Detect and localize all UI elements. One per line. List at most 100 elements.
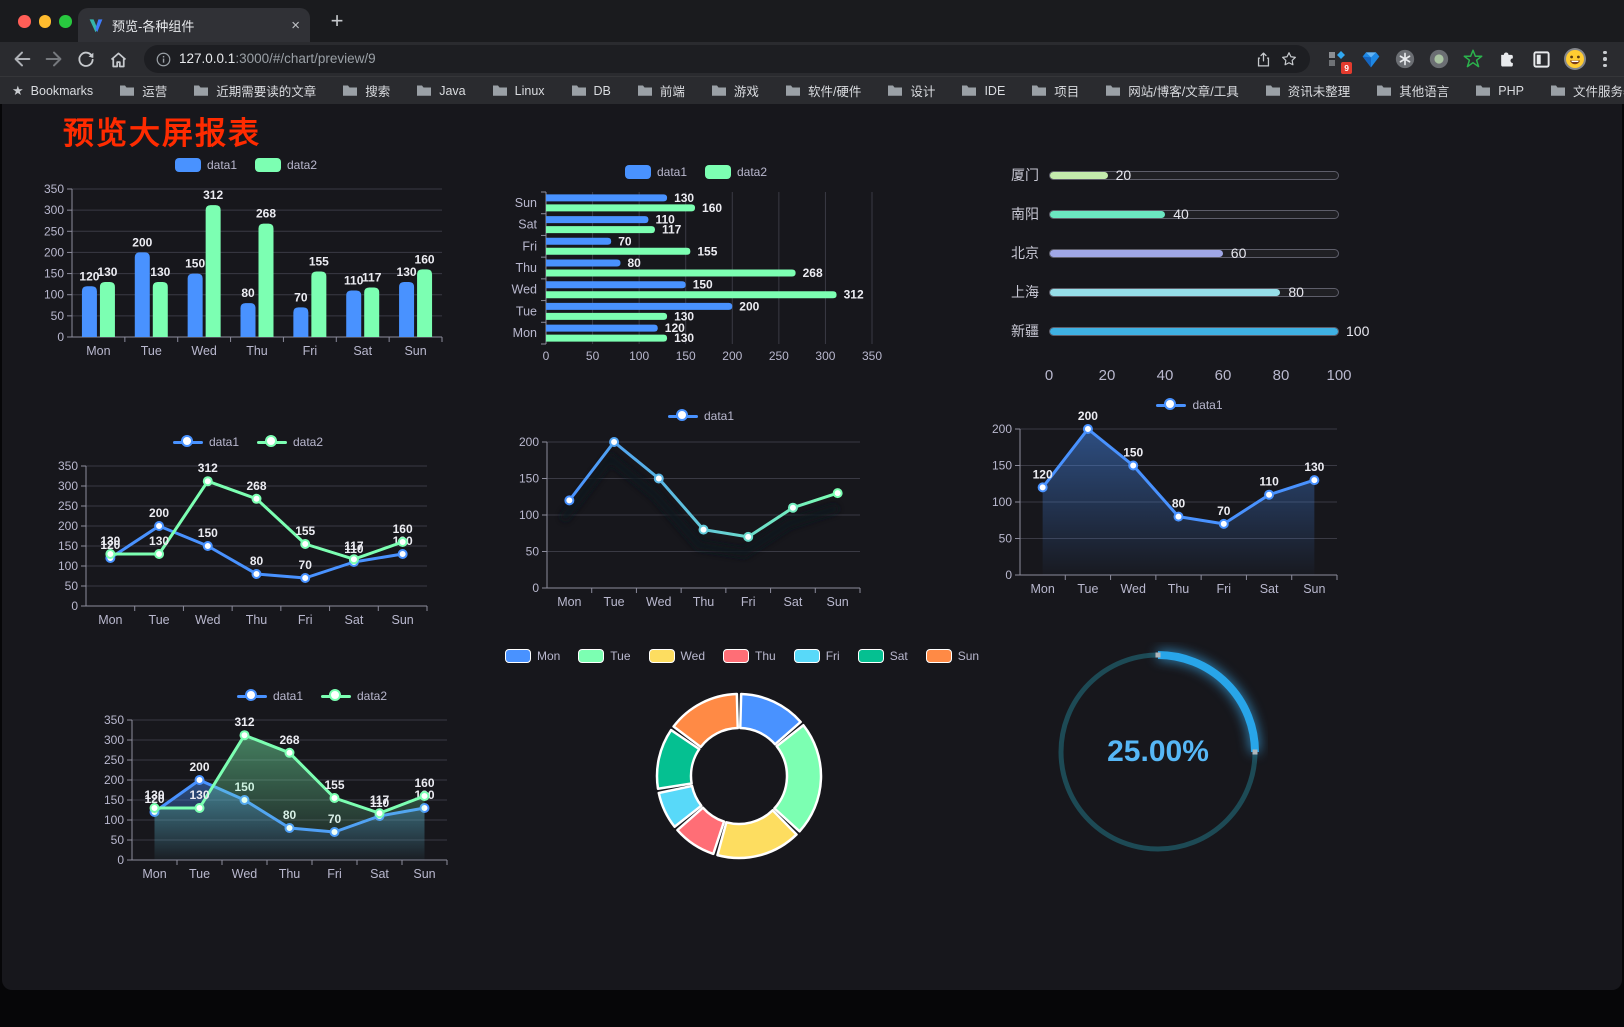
bookmark-folder-11[interactable]: 项目: [1031, 81, 1079, 100]
legend-item-data1[interactable]: data1: [172, 435, 239, 449]
x-axis-category-label: Fri: [327, 867, 342, 881]
x-axis-category-label: Mon: [86, 344, 110, 358]
star-icon[interactable]: [1280, 50, 1298, 68]
point-value-label: 160: [393, 522, 413, 536]
bookmark-folder-15[interactable]: PHP: [1475, 84, 1524, 98]
pie-slice-Thu[interactable]: [676, 806, 726, 856]
new-tab-button[interactable]: +: [330, 8, 344, 33]
data-point: [743, 531, 754, 542]
pie-slice-Sat[interactable]: [655, 728, 701, 791]
bookmark-folder-2[interactable]: 搜索: [342, 81, 390, 100]
share-icon[interactable]: [1255, 51, 1272, 68]
progress-fill: [1050, 210, 1166, 218]
info-icon[interactable]: [156, 52, 171, 67]
pie-slice-Sun[interactable]: [672, 692, 739, 749]
legend-item-data2[interactable]: data2: [257, 435, 323, 449]
x-axis-category-label: Sun: [1303, 582, 1325, 596]
legend-label: data1: [272, 689, 303, 703]
legend-item-Mon[interactable]: Mon: [504, 649, 560, 663]
bookmark-folder-3[interactable]: Java: [416, 84, 466, 98]
bookmark-folder-6[interactable]: 前端: [637, 81, 685, 100]
browser-tab[interactable]: 预览-各种组件 ×: [78, 8, 310, 42]
url-bar[interactable]: 127.0.0.1:3000/#/chart/preview/9: [144, 45, 1310, 73]
bookmark-folder-1[interactable]: 近期需要读的文章: [193, 81, 316, 100]
line-series-data1: [1037, 424, 1320, 575]
back-icon[interactable]: [10, 47, 34, 71]
bar-value-label: 120: [665, 321, 685, 335]
close-tab-icon[interactable]: ×: [291, 16, 300, 34]
legend-item-Sat[interactable]: Sat: [857, 649, 908, 663]
y-axis-category-label: Tue: [516, 304, 537, 318]
legend-item-data2[interactable]: data2: [321, 689, 387, 703]
bar: [546, 237, 612, 245]
asterisk-circle-icon[interactable]: [1392, 46, 1418, 72]
bookmark-folder-14[interactable]: 其他语言: [1376, 81, 1449, 100]
minimize-window-button[interactable]: [38, 15, 51, 28]
green-star-icon[interactable]: [1460, 46, 1486, 72]
legend-item-data2[interactable]: data2: [255, 158, 317, 172]
gem-icon[interactable]: [1358, 46, 1384, 72]
folder-icon: [417, 85, 432, 96]
reload-icon[interactable]: [74, 47, 98, 71]
pie-slice-Wed[interactable]: [716, 808, 798, 860]
folder-icon: [711, 85, 726, 96]
legend-item-data1[interactable]: data1: [624, 165, 687, 179]
bookmark-folder-8[interactable]: 软件/硬件: [785, 81, 861, 100]
bar: [99, 282, 115, 337]
legend-item-data1[interactable]: data1: [1156, 398, 1223, 412]
bookmark-label: 资讯未整理: [1287, 85, 1351, 99]
y-axis-tick-label: 50: [526, 545, 540, 559]
maximize-window-button[interactable]: [59, 15, 72, 28]
folder-icon: [120, 85, 135, 96]
bar: [546, 194, 668, 202]
progress-axis-tick: 40: [1156, 367, 1174, 384]
puzzle-icon[interactable]: [1494, 46, 1520, 72]
bookmark-folder-16[interactable]: 文件服务器: [1550, 81, 1624, 100]
bookmark-folder-0[interactable]: 运营: [119, 81, 167, 100]
emoji-avatar[interactable]: [1562, 46, 1588, 72]
bookmark-folder-9[interactable]: 设计: [887, 81, 935, 100]
bar-value-label: 160: [415, 252, 435, 266]
bookmarks-manager[interactable]: ★ Bookmarks: [12, 83, 93, 99]
data-point: [397, 537, 408, 547]
bookmark-folder-13[interactable]: 资讯未整理: [1265, 81, 1351, 100]
bookmark-label: DB: [593, 83, 611, 98]
x-axis-category-label: Mon: [1030, 582, 1054, 596]
legend-item-Tue[interactable]: Tue: [578, 649, 631, 663]
bookmark-folder-10[interactable]: IDE: [961, 84, 1005, 98]
legend-item-Thu[interactable]: Thu: [723, 649, 776, 663]
y-axis-category-label: Sat: [518, 218, 537, 232]
chart-panel-progress-bars-c3: 厦门 20 南阳 40 北京 60 上海 80 新疆 100 0 20 40 60 80 100: [997, 159, 1397, 404]
bookmark-folder-4[interactable]: Linux: [492, 84, 545, 98]
contrast-icon[interactable]: [1528, 46, 1554, 72]
progress-row-厦门: 厦门 20: [997, 165, 1397, 185]
dot-circle-icon[interactable]: [1426, 46, 1452, 72]
progress-fill: [1050, 288, 1281, 296]
bar: [546, 226, 655, 234]
forward-icon[interactable]: [42, 47, 66, 71]
grid-lines: [72, 188, 442, 317]
point-value-label: 155: [295, 524, 315, 538]
bookmark-folder-7[interactable]: 游戏: [711, 81, 759, 100]
legend-item-Sun[interactable]: Sun: [925, 649, 979, 663]
extension-blocks-icon[interactable]: 9: [1324, 46, 1352, 74]
close-window-button[interactable]: [18, 15, 31, 28]
pie-slice-Fri[interactable]: [657, 784, 703, 829]
legend-item-data2[interactable]: data2: [705, 165, 767, 179]
bookmark-folder-5[interactable]: DB: [571, 84, 611, 98]
pie-slice-Tue[interactable]: [773, 723, 823, 833]
home-icon[interactable]: [106, 47, 130, 71]
bookmark-folder-12[interactable]: 网站/博客/文章/工具: [1105, 81, 1239, 100]
folder-icon: [1265, 85, 1280, 96]
folder-icon: [1377, 85, 1392, 96]
chart-panel-area-c7: data1 data2 0 50 100 150 200 250 300 350 Mon Tue Wed…: [97, 676, 527, 948]
legend-item-data1[interactable]: data1: [236, 689, 303, 703]
legend-item-data1[interactable]: data1: [667, 409, 734, 423]
bar: [546, 281, 686, 289]
legend-item-data1[interactable]: data1: [174, 158, 237, 172]
pie-slice-Mon[interactable]: [739, 692, 802, 746]
legend-item-Fri[interactable]: Fri: [793, 649, 840, 663]
menu-dots-icon[interactable]: [1596, 46, 1614, 72]
legend-item-Wed[interactable]: Wed: [648, 649, 705, 663]
x-axis-category-label: Mon: [142, 867, 166, 881]
